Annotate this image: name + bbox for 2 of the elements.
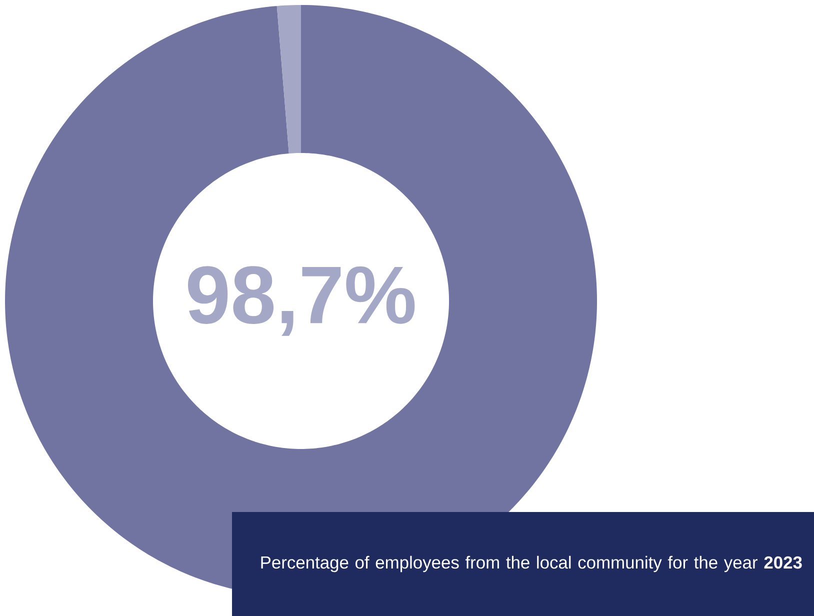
data-label: 98,7% (188, 266, 415, 336)
text: Percentage of employees from the local community for the year 2023 (261, 556, 802, 572)
